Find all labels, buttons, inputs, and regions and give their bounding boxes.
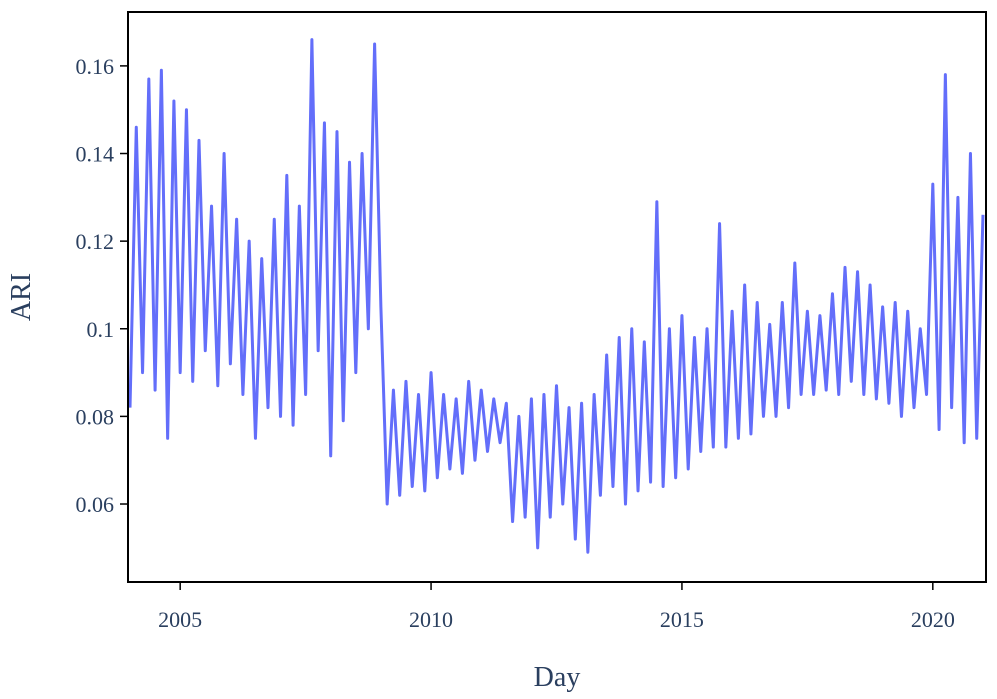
x-tick-label: 2015 xyxy=(660,607,704,632)
y-tick-label: 0.12 xyxy=(76,229,115,254)
x-tick-label: 2020 xyxy=(911,607,955,632)
x-tick-label: 2010 xyxy=(409,607,453,632)
y-tick-label: 0.08 xyxy=(76,404,115,429)
plot-frame xyxy=(127,11,987,583)
data-line xyxy=(128,38,985,554)
y-tick-label: 0.06 xyxy=(76,492,115,517)
y-tick-label: 0.16 xyxy=(76,54,115,79)
y-tick-label: 0.1 xyxy=(87,317,115,342)
x-axis-label: Day xyxy=(534,662,581,693)
y-axis-label: ARI xyxy=(6,273,37,321)
x-tick-label: 2005 xyxy=(158,607,202,632)
y-tick-label: 0.14 xyxy=(76,142,115,167)
plot-area xyxy=(128,38,985,554)
